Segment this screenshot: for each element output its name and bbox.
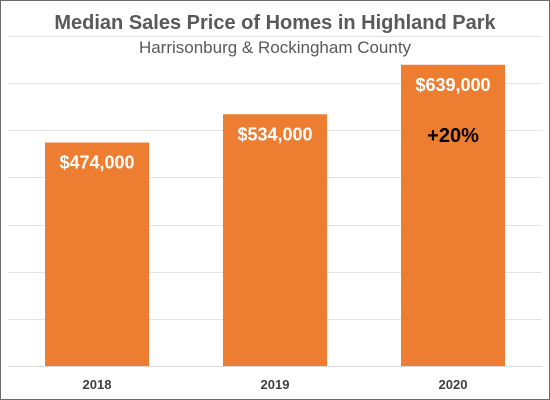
x-tick-label-2019: 2019 bbox=[261, 377, 290, 392]
bar-2020 bbox=[401, 64, 505, 366]
data-label-2018: $474,000 bbox=[59, 153, 134, 173]
chart-subtitle: Harrisonburg & Rockingham County bbox=[138, 38, 412, 57]
bar-2019 bbox=[223, 114, 327, 366]
x-tick-label-2020: 2020 bbox=[439, 377, 468, 392]
annotation-change: +20% bbox=[427, 125, 479, 147]
chart-title: Median Sales Price of Homes in Highland … bbox=[54, 12, 496, 34]
x-tick-label-2018: 2018 bbox=[83, 377, 112, 392]
data-label-2020: $639,000 bbox=[415, 75, 490, 95]
bar-2018 bbox=[45, 142, 149, 366]
data-label-2019: $534,000 bbox=[237, 124, 312, 144]
